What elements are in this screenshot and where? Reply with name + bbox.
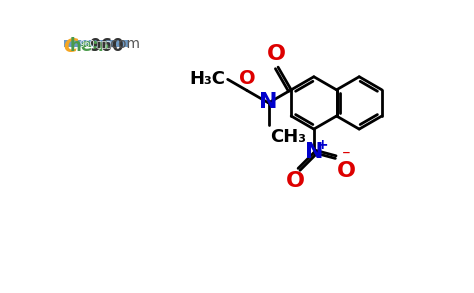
Text: N: N xyxy=(305,142,324,162)
Text: CH₃: CH₃ xyxy=(270,128,306,146)
Text: O: O xyxy=(238,69,255,88)
Text: O: O xyxy=(267,44,286,64)
Text: C: C xyxy=(64,37,78,56)
Text: hem: hem xyxy=(70,38,110,55)
Text: +: + xyxy=(317,138,328,152)
Text: ⁻: ⁻ xyxy=(342,146,350,164)
FancyBboxPatch shape xyxy=(64,40,129,47)
Text: O: O xyxy=(286,171,305,191)
Text: O: O xyxy=(337,161,356,181)
Text: 960 化工网: 960 化工网 xyxy=(81,39,111,48)
Text: H₃C: H₃C xyxy=(190,70,225,88)
Text: 960: 960 xyxy=(89,38,124,55)
Text: N: N xyxy=(259,92,278,112)
Text: .com: .com xyxy=(107,38,141,52)
